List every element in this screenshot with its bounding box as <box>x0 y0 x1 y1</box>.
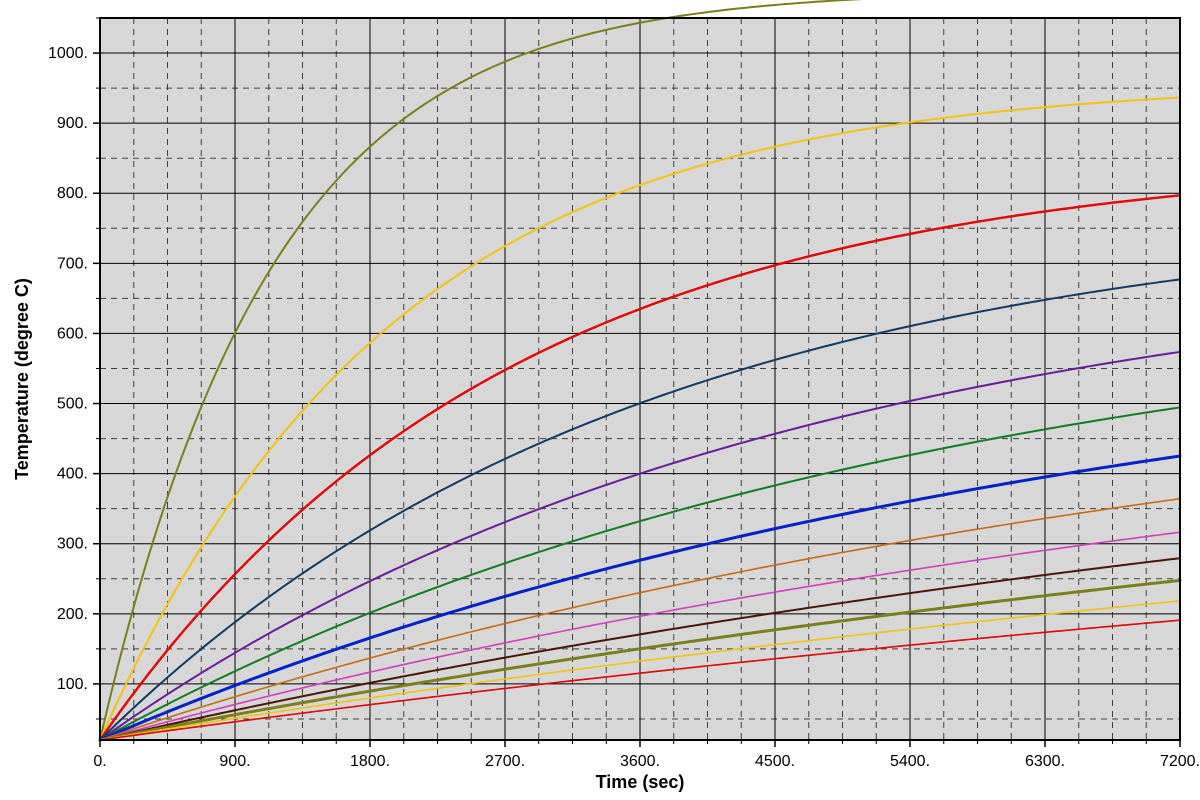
x-axis-label: Time (sec) <box>596 772 685 792</box>
y-tick-label: 600. <box>57 325 88 342</box>
y-tick-label: 500. <box>57 396 88 413</box>
y-tick-label: 300. <box>57 536 88 553</box>
x-tick-label: 5400. <box>890 753 930 770</box>
x-tick-label: 2700. <box>485 753 525 770</box>
y-tick-label: 1000. <box>48 45 88 62</box>
x-tick-label: 900. <box>219 753 250 770</box>
y-tick-label: 100. <box>57 676 88 693</box>
x-tick-label: 7200. <box>1160 753 1200 770</box>
y-tick-label: 200. <box>57 606 88 623</box>
y-tick-label: 700. <box>57 255 88 272</box>
chart-svg: 0. 900. 1800. 2700. 3600. 4500. 5400. 6300. 7200… <box>0 0 1200 800</box>
y-tick-label: 900. <box>57 115 88 132</box>
x-tick-label: 3600. <box>620 753 660 770</box>
x-tick-label: 6300. <box>1025 753 1065 770</box>
x-tick-label: 4500. <box>755 753 795 770</box>
temperature-time-chart: 0. 900. 1800. 2700. 3600. 4500. 5400. 6300. 7200… <box>0 0 1200 800</box>
y-axis-label: Temperature (degree C) <box>12 278 32 480</box>
y-tick-label: 400. <box>57 466 88 483</box>
x-tick-label: 0. <box>93 753 106 770</box>
y-tick-label: 800. <box>57 185 88 202</box>
x-tick-label: 1800. <box>350 753 390 770</box>
